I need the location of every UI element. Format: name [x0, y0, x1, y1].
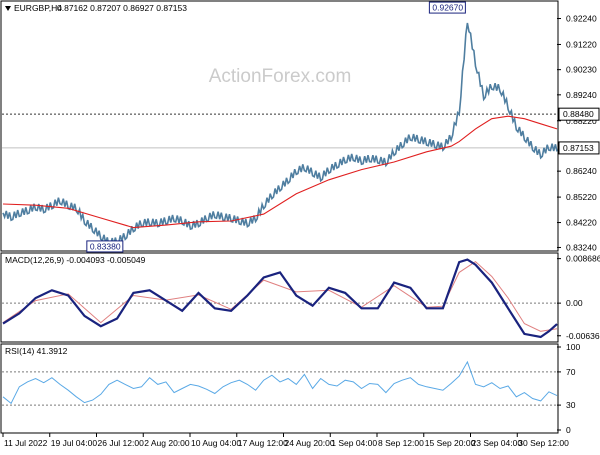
- price-y-tick-label: 0.91220: [566, 39, 597, 49]
- x-axis-tick-label: 23 Sep 04:00: [472, 438, 523, 448]
- current-price-label: 0.87153: [563, 143, 594, 153]
- price-y-tick-label: 0.92240: [566, 14, 597, 24]
- rsi-line: [2, 360, 558, 405]
- price-y-tick-label: 0.90230: [566, 65, 597, 75]
- macd-title: MACD(12,26,9) -0.004093 -0.005049: [5, 255, 146, 265]
- level-label: 0.88480: [563, 109, 594, 119]
- price-y-tick-label: 0.85220: [566, 192, 597, 202]
- symbol-label: EURGBP,H4: [14, 3, 62, 13]
- rsi-y-tick-label: 30: [566, 400, 576, 410]
- moving-average-line: [2, 115, 558, 229]
- x-axis-tick-label: 1 Sep 04:00: [331, 438, 377, 448]
- rsi-title: RSI(14) 41.3912: [5, 346, 68, 356]
- price-y-tick-label: 0.88220: [566, 116, 597, 126]
- macd-y-tick-label: 0.00: [566, 298, 583, 308]
- rsi-y-tick-label: 70: [566, 367, 576, 377]
- triangle-down-icon: [5, 6, 11, 11]
- current-price-label-box: [558, 141, 600, 155]
- x-axis-tick-label: 8 Sep 12:00: [378, 438, 424, 448]
- ohlc-values: 0.87162 0.87207 0.86927 0.87153: [57, 3, 187, 13]
- rsi-y-tick-label: 0: [566, 425, 571, 435]
- x-axis-tick-label: 19 Jul 04:00: [51, 438, 98, 448]
- annotation-label: 0.92670: [432, 3, 463, 13]
- price-y-tick-label: 0.86240: [566, 166, 597, 176]
- x-axis-tick-label: 24 Aug 20:00: [285, 438, 335, 448]
- macd-y-tick-label: 0.008686: [566, 254, 600, 264]
- price-y-tick-label: 0.84220: [566, 218, 597, 228]
- watermark: ActionForex.com: [209, 66, 352, 87]
- macd-panel: [0, 252, 559, 343]
- x-axis-tick-label: 11 Jul 2022: [4, 438, 48, 448]
- x-axis-tick-label: 17 Aug 12:00: [238, 438, 288, 448]
- macd-y-tick-label: -0.006366: [566, 331, 600, 341]
- x-axis-tick-label: 10 Aug 04:00: [191, 438, 241, 448]
- annotation-box: [86, 240, 124, 253]
- macd-signal-line: [2, 260, 558, 332]
- price-series-line: [2, 22, 558, 247]
- rsi-panel: [0, 343, 559, 434]
- price-panel: [0, 0, 559, 252]
- price-y-tick-label: 0.83240: [566, 242, 597, 252]
- x-axis-tick-label: 30 Sep 12:00: [518, 438, 569, 448]
- level-label-box: [558, 107, 600, 121]
- x-axis-tick-label: 15 Sep 20:00: [425, 438, 476, 448]
- annotation-box: [428, 1, 466, 14]
- macd-main-line: [2, 258, 558, 339]
- x-axis-tick-label: 2 Aug 20:00: [144, 438, 190, 448]
- annotation-label: 0.83380: [90, 241, 121, 251]
- price-y-tick-label: 0.89240: [566, 90, 597, 100]
- x-axis-tick-label: 26 Jul 12:00: [98, 438, 145, 448]
- rsi-y-tick-label: 100: [566, 342, 580, 352]
